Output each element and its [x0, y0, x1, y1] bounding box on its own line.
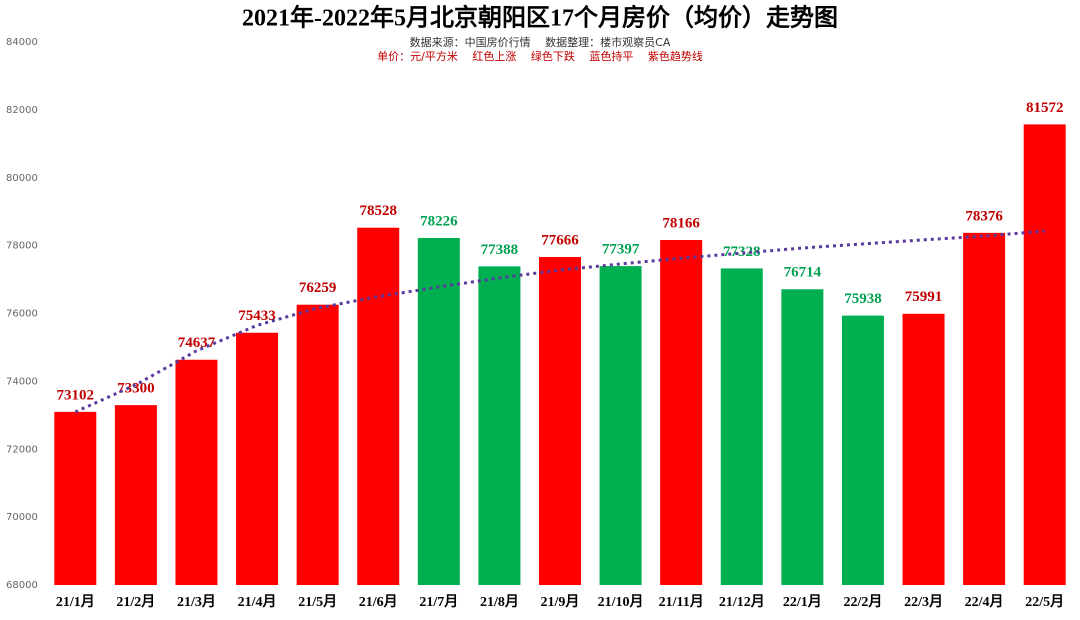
value-label: 73300	[117, 381, 155, 397]
bar	[175, 359, 218, 585]
value-label: 77397	[602, 242, 640, 258]
value-label: 77328	[723, 244, 761, 260]
x-tick-label: 22/2月	[843, 594, 882, 610]
bar	[114, 405, 157, 585]
value-label: 75991	[905, 289, 943, 305]
x-tick-label: 21/9月	[541, 594, 580, 610]
bar	[720, 268, 763, 585]
bar	[478, 266, 521, 585]
value-label: 75433	[238, 308, 276, 324]
x-tick-label: 22/4月	[965, 594, 1004, 610]
chart-subtitle: 数据来源：中国房价行情 数据整理：楼市观察员CA	[410, 35, 671, 49]
y-tick-label: 82000	[6, 105, 38, 116]
x-tick-label: 21/2月	[116, 594, 155, 610]
bar	[296, 304, 339, 585]
chart-title: 2021年-2022年5月北京朝阳区17个月房价（均价）走势图	[242, 4, 838, 32]
chart-note: 单价：元/平方米 红色上涨 绿色下跌 蓝色持平 紫色趋势线	[377, 49, 703, 63]
bar	[599, 266, 642, 585]
x-tick-label: 21/4月	[238, 594, 277, 610]
bar	[781, 289, 824, 585]
x-tick-label: 21/5月	[298, 594, 337, 610]
value-label: 74637	[178, 335, 216, 351]
x-tick-label: 21/8月	[480, 594, 519, 610]
value-label: 81572	[1026, 100, 1064, 116]
trend-line	[74, 229, 1045, 414]
value-label: 78376	[965, 208, 1003, 224]
x-tick-label: 22/5月	[1025, 594, 1064, 610]
bar	[417, 237, 460, 585]
x-tick-label: 21/6月	[359, 594, 398, 610]
y-tick-label: 70000	[6, 512, 38, 523]
bar	[357, 227, 400, 585]
value-label: 76714	[784, 265, 822, 281]
bar	[54, 411, 97, 585]
y-tick-label: 80000	[6, 173, 38, 184]
value-label: 73102	[57, 387, 95, 403]
bar	[841, 315, 884, 585]
value-label: 78226	[420, 213, 458, 229]
bar	[539, 256, 581, 585]
value-label: 76259	[299, 280, 337, 296]
value-label: 78528	[359, 203, 397, 219]
y-tick-label: 84000	[6, 37, 38, 48]
y-tick-label: 74000	[6, 376, 38, 387]
x-tick-label: 21/10月	[598, 594, 644, 610]
y-tick-label: 76000	[6, 309, 38, 320]
x-tick-label: 21/11月	[659, 594, 704, 610]
x-tick-label: 21/12月	[719, 594, 765, 610]
value-label: 75938	[844, 291, 882, 307]
bar	[963, 232, 1006, 585]
x-tick-label: 21/1月	[56, 594, 95, 610]
x-tick-label: 22/1月	[783, 594, 822, 610]
x-tick-label: 22/3月	[904, 594, 943, 610]
x-tick-label: 21/3月	[177, 594, 216, 610]
value-label: 77388	[481, 242, 519, 258]
y-tick-label: 68000	[6, 580, 38, 591]
x-tick-label: 21/7月	[419, 594, 458, 610]
value-label: 77666	[541, 232, 579, 248]
bar	[902, 313, 945, 585]
y-tick-label: 78000	[6, 241, 38, 252]
bar	[1023, 124, 1066, 585]
value-label: 78166	[662, 215, 700, 231]
y-tick-label: 72000	[6, 444, 38, 455]
bar	[660, 239, 703, 585]
bar	[236, 332, 279, 585]
